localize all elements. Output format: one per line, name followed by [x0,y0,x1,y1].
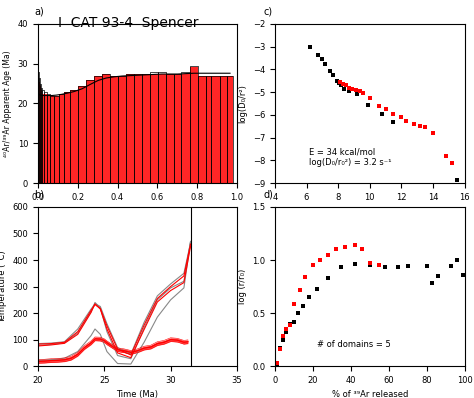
Y-axis label: ⁴⁰Ar/³⁹Ar Apparent Age (Ma): ⁴⁰Ar/³⁹Ar Apparent Age (Ma) [3,50,12,157]
Point [365,101,372,108]
Point [314,51,321,58]
Point [301,274,309,280]
Point [313,285,320,292]
Point [333,78,340,84]
Point [352,87,359,93]
Text: c): c) [264,6,273,16]
Point [410,121,418,127]
Point [417,123,424,129]
Point [296,287,303,293]
Text: E = 34 kcal/mol
log(D₀/r₀²) = 3.2 s⁻¹: E = 34 kcal/mol log(D₀/r₀²) = 3.2 s⁻¹ [309,148,392,167]
Y-axis label: log(D₀/r²): log(D₀/r²) [238,84,247,123]
Point [356,88,364,94]
Point [337,264,345,271]
Point [309,262,317,269]
Point [351,242,358,248]
Point [290,318,298,325]
Point [276,346,283,352]
Point [276,345,283,351]
Point [442,152,449,159]
Point [394,264,402,271]
Point [390,111,397,117]
Point [366,262,374,269]
Point [300,302,307,309]
Point [286,320,294,327]
Point [327,67,334,74]
Text: d): d) [264,189,273,199]
X-axis label: 10000/T(K): 10000/T(K) [346,207,393,217]
Point [375,262,383,269]
Point [335,80,343,86]
Y-axis label: log (r/r₀): log (r/r₀) [237,269,246,304]
Point [398,114,405,120]
Point [337,82,345,88]
Point [339,81,346,87]
Point [273,360,281,366]
Point [448,160,456,166]
Point [379,111,386,117]
Point [279,333,286,339]
Point [346,84,353,91]
Point [341,244,349,250]
Text: a): a) [34,6,44,16]
Point [358,246,366,253]
Point [360,90,367,96]
Point [429,130,437,136]
Point [404,263,411,269]
Text: I  CAT 93-4  Spencer: I CAT 93-4 Spencer [58,16,198,30]
Point [366,260,374,266]
Point [332,246,339,253]
Point [447,263,455,269]
Point [346,88,353,94]
Point [382,106,389,112]
Point [366,95,374,101]
Point [381,264,389,271]
Point [306,43,313,50]
Point [375,103,383,109]
X-axis label: Time (Ma): Time (Ma) [117,390,158,398]
Point [322,60,329,67]
Point [324,275,332,281]
Point [390,119,397,125]
Point [342,82,350,88]
Point [305,294,313,300]
Text: # of domains = 5: # of domains = 5 [317,340,391,349]
Point [434,273,442,279]
Point [348,86,356,92]
Point [423,263,430,269]
Point [280,336,287,343]
Point [459,272,466,278]
Y-axis label: Temperature (°C): Temperature (°C) [0,250,7,323]
Point [428,280,436,287]
X-axis label: Cumulative ³⁹Ar Fraction: Cumulative ³⁹Ar Fraction [86,207,189,217]
Text: b): b) [34,189,44,199]
Point [286,322,294,328]
Point [453,257,461,263]
Point [283,326,290,332]
Point [453,176,460,183]
Point [353,91,361,98]
Point [324,252,332,258]
Point [421,124,429,131]
Point [273,361,281,367]
X-axis label: % of ³⁹Ar released: % of ³⁹Ar released [331,390,408,398]
Point [290,300,298,307]
Point [319,56,326,62]
Point [351,261,358,267]
Point [283,329,290,336]
Point [317,257,324,263]
Point [341,86,348,92]
Point [329,72,337,78]
Point [294,310,301,316]
Point [337,79,344,85]
Point [402,117,410,124]
